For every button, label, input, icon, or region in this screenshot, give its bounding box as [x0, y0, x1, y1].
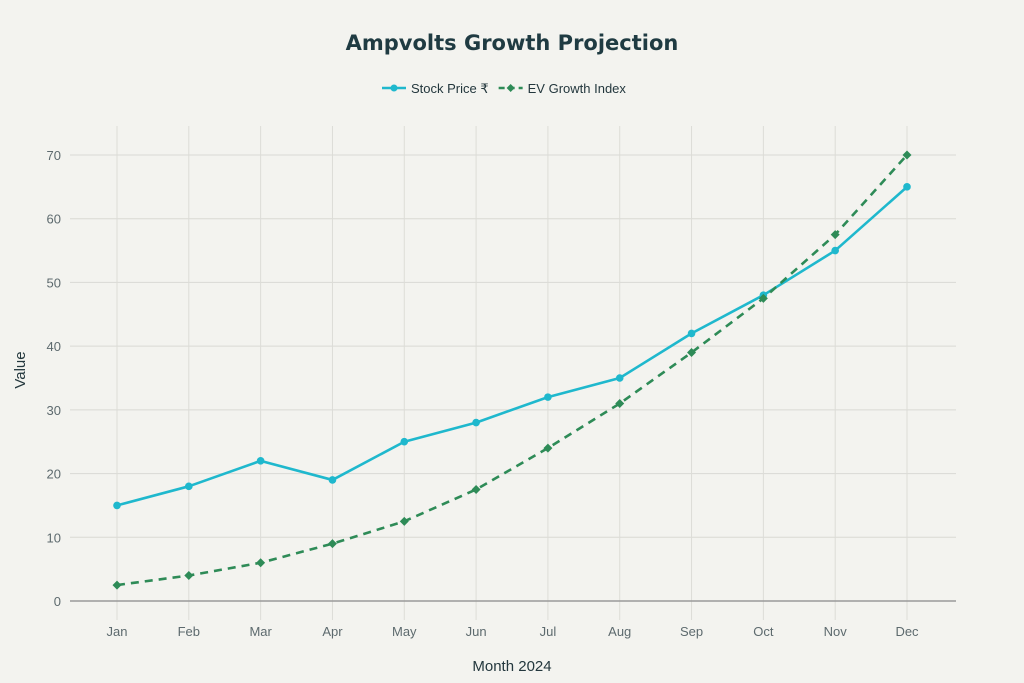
x-tick-label: Nov	[824, 624, 848, 639]
data-point[interactable]	[903, 183, 911, 191]
data-point[interactable]	[687, 348, 697, 358]
data-point[interactable]	[831, 246, 839, 255]
x-axis-label: Month 2024	[472, 658, 551, 675]
x-tick-label: Jun	[466, 624, 487, 639]
x-tick-label: Oct	[753, 624, 774, 639]
data-point[interactable]	[687, 329, 696, 338]
data-point[interactable]	[185, 482, 193, 491]
x-tick-label: May	[392, 624, 417, 639]
legend-marker	[390, 84, 398, 92]
y-tick-label: 50	[47, 275, 61, 290]
data-point[interactable]	[256, 457, 265, 465]
series-ev-growth-index	[112, 150, 912, 590]
data-point[interactable]	[471, 485, 481, 494]
data-point[interactable]	[758, 293, 768, 303]
y-tick-label: 70	[47, 148, 61, 163]
data-point[interactable]	[615, 374, 624, 382]
legend-label: EV Growth Index	[528, 81, 627, 96]
data-point[interactable]	[615, 398, 625, 408]
data-point[interactable]	[902, 150, 912, 160]
chart-title: Ampvolts Growth Projection	[346, 31, 679, 55]
x-tick-label: Sep	[680, 624, 703, 639]
legend-item[interactable]: EV Growth Index	[498, 81, 627, 96]
legend: Stock Price ₹ EV Growth Index	[382, 81, 626, 96]
grid	[70, 126, 956, 620]
series-group	[112, 150, 912, 590]
series-line	[116, 154, 908, 587]
data-point[interactable]	[328, 476, 337, 484]
data-point[interactable]	[327, 539, 337, 549]
x-axis-ticks: Jan Feb Mar Apr May Jun Jul Aug Sep Oct Nov Dec	[107, 624, 920, 639]
legend-item[interactable]: Stock Price ₹	[382, 81, 489, 96]
x-tick-label: Aug	[608, 624, 631, 639]
y-tick-label: 40	[47, 339, 61, 354]
legend-label: Stock Price ₹	[411, 81, 489, 96]
y-tick-label: 0	[54, 594, 61, 609]
y-tick-label: 20	[47, 467, 61, 482]
y-tick-label: 10	[47, 530, 61, 545]
y-axis-ticks: 0 10 20 30 40 50 60 70	[47, 148, 61, 609]
data-point[interactable]	[472, 418, 480, 427]
data-point[interactable]	[256, 558, 266, 568]
data-point[interactable]	[112, 580, 122, 590]
x-tick-label: Mar	[249, 624, 272, 639]
x-tick-label: Jul	[540, 624, 557, 639]
data-point[interactable]	[830, 230, 840, 240]
y-axis-label: Value	[12, 351, 29, 388]
x-tick-label: Apr	[322, 624, 343, 639]
x-tick-label: Jan	[107, 624, 128, 639]
x-tick-label: Feb	[178, 624, 200, 639]
data-point[interactable]	[399, 516, 409, 526]
data-point[interactable]	[400, 437, 409, 446]
legend-marker	[506, 84, 515, 92]
data-point[interactable]	[113, 501, 121, 510]
y-tick-label: 30	[47, 403, 61, 418]
y-tick-label: 60	[47, 212, 61, 227]
data-point[interactable]	[184, 571, 194, 581]
x-tick-label: Dec	[895, 624, 919, 639]
data-point[interactable]	[543, 443, 553, 453]
data-point[interactable]	[544, 393, 552, 401]
